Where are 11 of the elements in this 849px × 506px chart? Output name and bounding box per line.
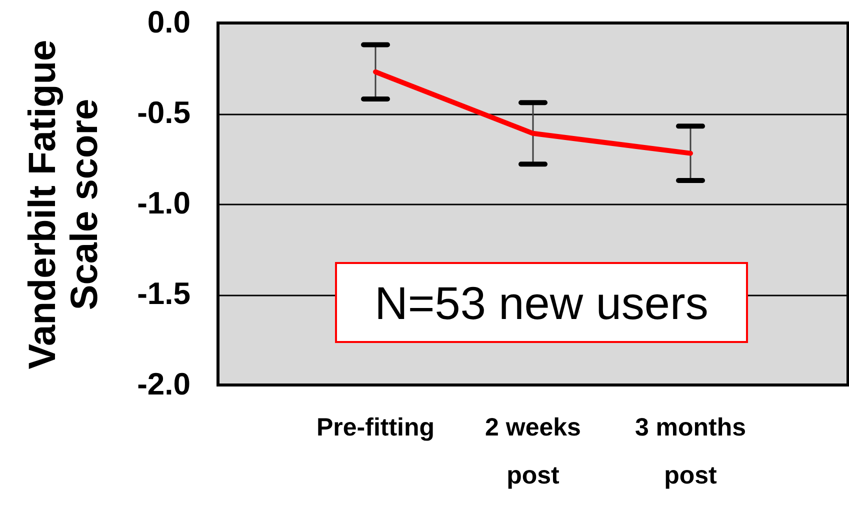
y-tick-label: -1.5 [137,276,190,311]
x-tick-label: Pre-fitting [316,414,435,442]
x-tick-label: 3 months post [634,414,746,490]
y-axis-title: Vanderbilt Fatigue Scale score [22,40,106,370]
y-tick-label: -0.5 [137,95,190,130]
y-tick-label: 0.0 [147,4,190,40]
text-box: N=53 new users [335,262,748,343]
x-tick-label: 2 weeks post [485,414,581,490]
y-tick-label: -1.0 [137,186,190,220]
y-tick-label: -2.0 [137,366,190,402]
annotation: N=53 new users [374,276,708,330]
